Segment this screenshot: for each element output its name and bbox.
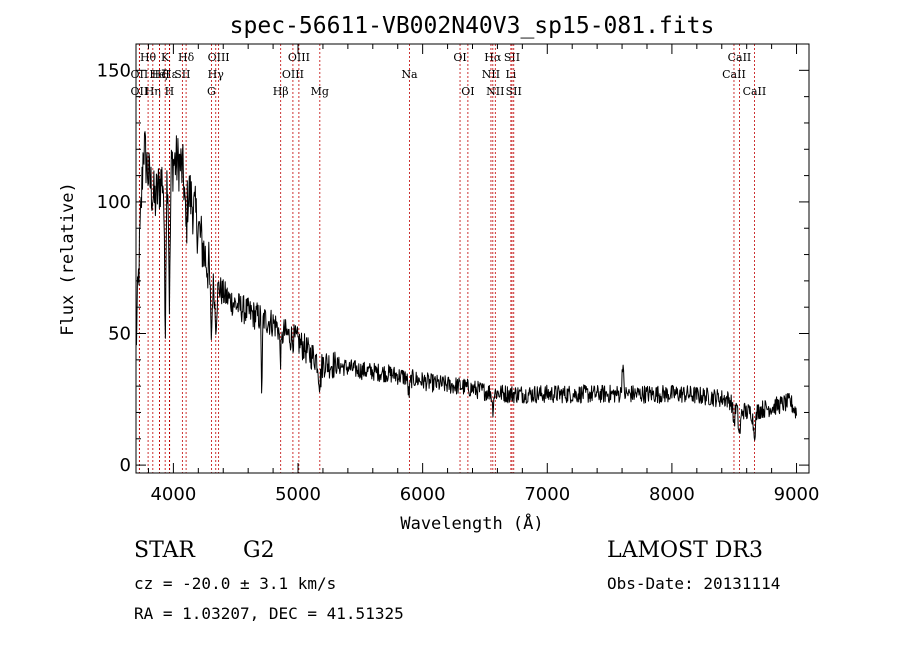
x-axis-label: Wavelength (Å)	[400, 512, 543, 534]
x-tick-label: 4000	[150, 484, 196, 505]
x-tick-label: 7000	[524, 484, 570, 505]
line-label: SII	[174, 68, 190, 81]
line-label: CaII	[722, 68, 746, 81]
line-label: Hβ	[273, 85, 289, 98]
line-label: Na	[401, 68, 418, 81]
line-label: OI	[461, 85, 474, 98]
object-subclass: G2	[243, 538, 275, 563]
x-tick-label: 6000	[400, 484, 446, 505]
axis-ticks: 4000 5000 6000 7000 8000 9000 0 50 100 150	[97, 43, 820, 505]
line-label: OIII	[288, 51, 310, 64]
plot-frame	[135, 43, 810, 474]
y-tick-label: 0	[120, 455, 131, 476]
line-label: SII	[506, 85, 522, 98]
line-label: OII	[131, 85, 149, 98]
y-axis-label: Flux (relative)	[58, 182, 78, 336]
observation-date: Obs-Date: 20131114	[607, 574, 781, 593]
line-label: HeI	[149, 68, 169, 81]
line-label: OIII	[282, 68, 304, 81]
x-tick-label: 9000	[774, 484, 820, 505]
line-label: Hα	[484, 51, 502, 64]
line-label: Hθ	[140, 51, 157, 64]
line-label: SII	[504, 51, 520, 64]
line-label: Hγ	[208, 68, 225, 81]
spectrum-series	[135, 131, 797, 441]
line-label: G	[207, 85, 216, 98]
line-label: Hη	[145, 85, 161, 98]
line-label: OII	[131, 68, 149, 81]
y-tick-label: 150	[97, 60, 131, 81]
line-label: Hε	[162, 68, 178, 81]
chart-title: spec-56611-VB002N40V3_sp15-081.fits	[230, 13, 715, 39]
line-label: NII	[486, 85, 504, 98]
ra-dec-coordinates: RA = 1.03207, DEC = 41.51325	[134, 604, 404, 623]
survey-name: LAMOST DR3	[607, 538, 763, 563]
line-label: Hζ	[152, 68, 168, 81]
line-label: CaII	[728, 51, 752, 64]
spectrum-layer	[135, 131, 797, 441]
line-label: H	[165, 85, 175, 98]
y-tick-label: 50	[108, 324, 131, 345]
object-class: STAR	[134, 538, 195, 563]
line-label: OIII	[208, 51, 230, 64]
redshift-velocity: cz = -20.0 ± 3.1 km/s	[134, 574, 337, 593]
line-label: CaII	[743, 85, 767, 98]
y-tick-label: 100	[97, 192, 131, 213]
line-label: K	[161, 51, 170, 64]
line-label: Hδ	[178, 51, 195, 64]
line-label: OI	[453, 51, 466, 64]
x-tick-label: 5000	[275, 484, 321, 505]
line-label: NII	[482, 68, 500, 81]
line-label: Li	[505, 68, 516, 81]
x-tick-label: 8000	[649, 484, 695, 505]
line-label: Mg	[311, 85, 329, 98]
